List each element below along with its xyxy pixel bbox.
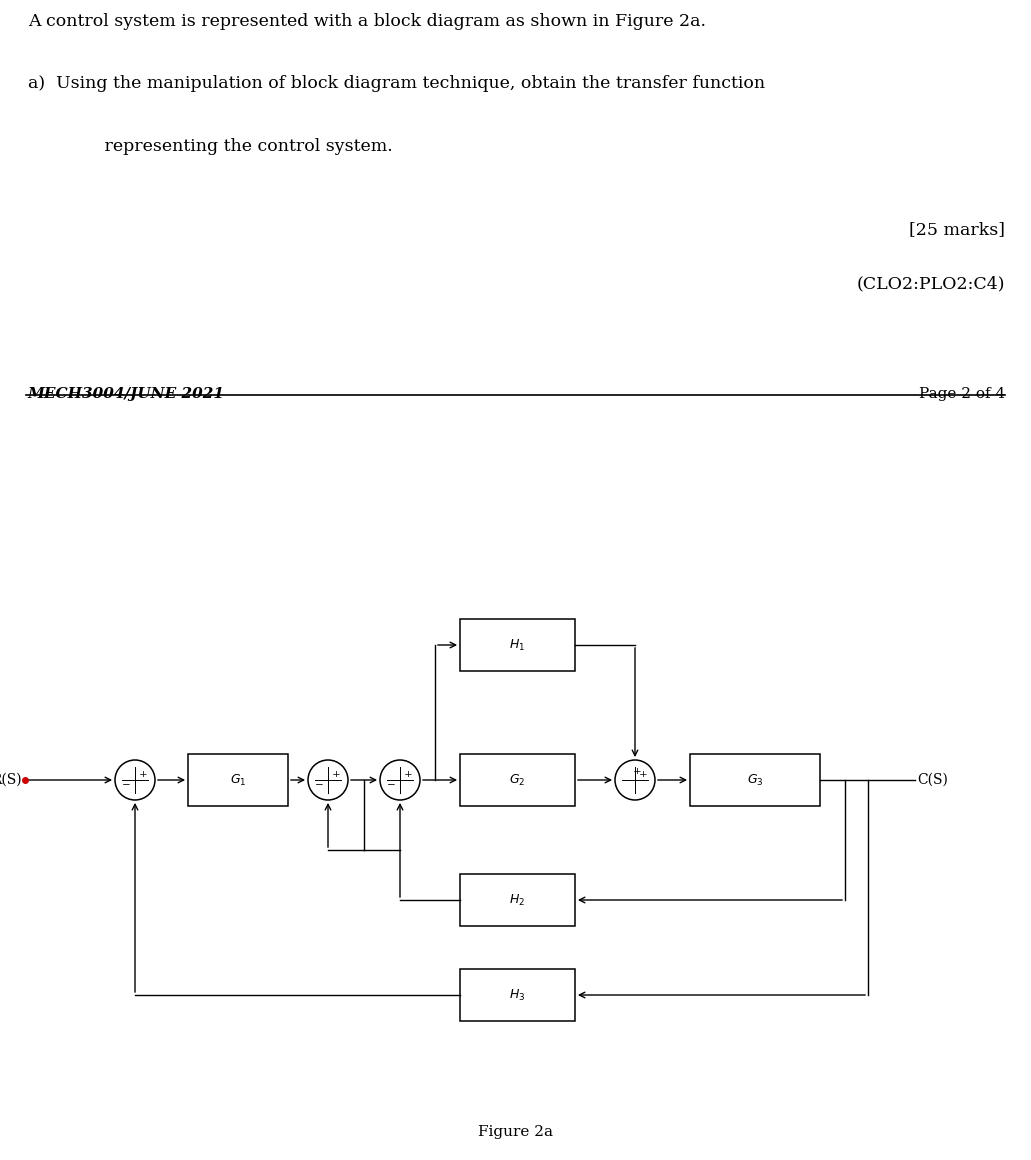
- Text: Page 2 of 4: Page 2 of 4: [919, 387, 1005, 401]
- Text: +: +: [332, 769, 341, 778]
- Text: −: −: [123, 782, 131, 790]
- Text: C(S): C(S): [917, 773, 947, 786]
- Text: $G_1$: $G_1$: [230, 773, 246, 788]
- Text: Figure 2a: Figure 2a: [477, 1125, 553, 1139]
- Text: a)  Using the manipulation of block diagram technique, obtain the transfer funct: a) Using the manipulation of block diagr…: [28, 75, 765, 92]
- Text: −: −: [315, 782, 324, 790]
- Text: R(S): R(S): [0, 773, 22, 786]
- Bar: [690, 754, 820, 806]
- Text: representing the control system.: representing the control system.: [77, 138, 393, 154]
- Bar: [460, 969, 575, 1021]
- Text: $H_2$: $H_2$: [509, 892, 526, 907]
- Text: $G_3$: $G_3$: [746, 773, 763, 788]
- Bar: [460, 754, 575, 806]
- Bar: [188, 754, 288, 806]
- Bar: [460, 619, 575, 670]
- Text: MECH3004/JUNE 2021: MECH3004/JUNE 2021: [28, 387, 225, 401]
- Text: (CLO2:PLO2:C4): (CLO2:PLO2:C4): [857, 276, 1005, 292]
- Bar: [460, 873, 575, 926]
- Text: +: +: [139, 769, 147, 778]
- Text: +: +: [639, 769, 647, 778]
- Text: $G_2$: $G_2$: [509, 773, 526, 788]
- Text: −: −: [388, 782, 396, 790]
- Text: +: +: [633, 767, 642, 776]
- Text: $H_1$: $H_1$: [509, 638, 526, 653]
- Text: A control system is represented with a block diagram as shown in Figure 2a.: A control system is represented with a b…: [28, 13, 706, 29]
- Text: $H_3$: $H_3$: [509, 987, 526, 1002]
- Text: +: +: [404, 769, 412, 778]
- Text: [25 marks]: [25 marks]: [909, 222, 1005, 238]
